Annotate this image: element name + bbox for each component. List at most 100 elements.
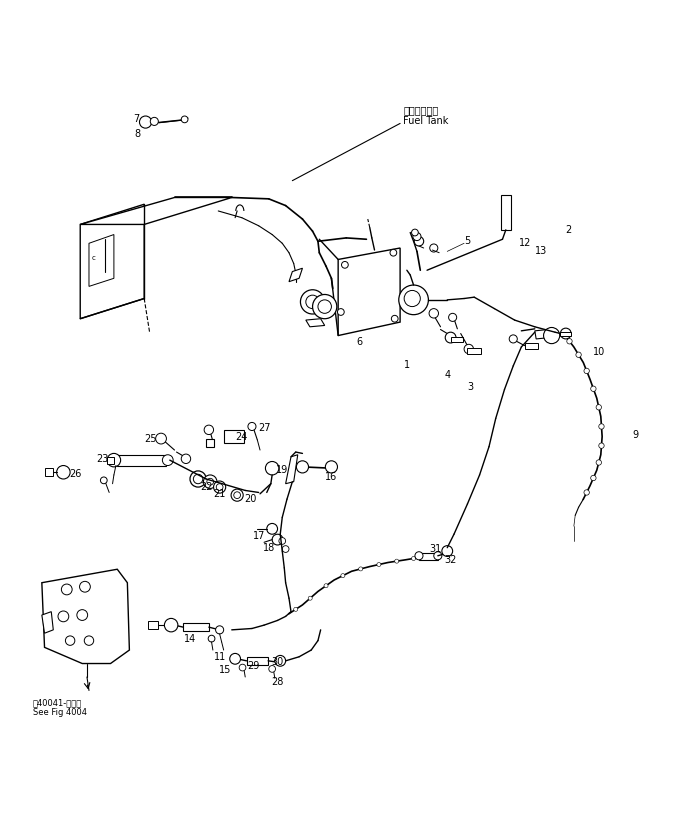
Text: 14: 14 bbox=[184, 634, 196, 643]
Bar bbox=[206, 439, 215, 447]
Text: Fuel Tank: Fuel Tank bbox=[403, 116, 449, 126]
Text: 8: 8 bbox=[134, 129, 141, 139]
Circle shape bbox=[390, 249, 397, 256]
Text: 29: 29 bbox=[247, 661, 259, 671]
Circle shape bbox=[359, 567, 363, 571]
Text: 15: 15 bbox=[219, 665, 232, 676]
Circle shape bbox=[230, 653, 240, 664]
Circle shape bbox=[84, 636, 94, 645]
Circle shape bbox=[248, 422, 256, 430]
Circle shape bbox=[300, 290, 325, 314]
Circle shape bbox=[79, 582, 90, 592]
Circle shape bbox=[324, 584, 328, 588]
Circle shape bbox=[150, 117, 158, 126]
Circle shape bbox=[267, 524, 278, 534]
Circle shape bbox=[449, 313, 457, 321]
Text: 2: 2 bbox=[566, 225, 572, 235]
Circle shape bbox=[434, 552, 442, 560]
Text: 20: 20 bbox=[244, 494, 257, 504]
Circle shape bbox=[312, 295, 337, 319]
Circle shape bbox=[139, 116, 151, 128]
Circle shape bbox=[544, 327, 559, 344]
Circle shape bbox=[265, 462, 279, 475]
Circle shape bbox=[599, 443, 604, 449]
Circle shape bbox=[567, 339, 572, 344]
Text: 18: 18 bbox=[263, 543, 275, 553]
Text: 11: 11 bbox=[213, 652, 225, 662]
Text: 30: 30 bbox=[272, 657, 284, 667]
Circle shape bbox=[560, 328, 571, 339]
Circle shape bbox=[337, 309, 344, 316]
Circle shape bbox=[596, 405, 602, 410]
Circle shape bbox=[207, 478, 214, 485]
Text: 4: 4 bbox=[444, 369, 450, 380]
Text: 25: 25 bbox=[145, 434, 157, 444]
Text: 22: 22 bbox=[200, 482, 213, 492]
Circle shape bbox=[56, 466, 70, 479]
Circle shape bbox=[342, 262, 348, 268]
Bar bbox=[117, 455, 166, 466]
Circle shape bbox=[341, 573, 345, 577]
Circle shape bbox=[596, 460, 602, 465]
Circle shape bbox=[77, 610, 88, 620]
Circle shape bbox=[181, 454, 191, 463]
Text: 9: 9 bbox=[633, 430, 639, 439]
Circle shape bbox=[231, 489, 243, 501]
Text: 21: 21 bbox=[213, 489, 226, 499]
Polygon shape bbox=[286, 455, 298, 484]
Text: c: c bbox=[92, 255, 96, 261]
Circle shape bbox=[414, 236, 424, 246]
Circle shape bbox=[325, 461, 337, 473]
Circle shape bbox=[181, 116, 188, 123]
Circle shape bbox=[442, 546, 453, 557]
Circle shape bbox=[429, 309, 439, 318]
Circle shape bbox=[294, 607, 298, 611]
Circle shape bbox=[279, 538, 286, 544]
Text: 28: 28 bbox=[272, 677, 284, 687]
Text: 1: 1 bbox=[404, 359, 410, 369]
Bar bbox=[223, 430, 244, 444]
Bar bbox=[246, 657, 268, 665]
Text: 13: 13 bbox=[536, 246, 548, 256]
Circle shape bbox=[308, 596, 312, 601]
Circle shape bbox=[430, 244, 438, 252]
Circle shape bbox=[413, 232, 421, 240]
Circle shape bbox=[411, 557, 416, 561]
Circle shape bbox=[107, 453, 121, 467]
Bar bbox=[183, 623, 209, 631]
Bar bbox=[419, 553, 438, 560]
Circle shape bbox=[61, 584, 72, 595]
Circle shape bbox=[282, 546, 289, 553]
Text: フェルタンク: フェルタンク bbox=[403, 105, 439, 115]
Polygon shape bbox=[42, 569, 130, 663]
Circle shape bbox=[204, 475, 217, 488]
Circle shape bbox=[509, 335, 517, 343]
Circle shape bbox=[208, 635, 215, 642]
Text: 16: 16 bbox=[325, 472, 337, 482]
Circle shape bbox=[576, 352, 581, 358]
Text: 31: 31 bbox=[429, 544, 441, 554]
Circle shape bbox=[190, 471, 206, 487]
Text: 12: 12 bbox=[519, 238, 531, 249]
Text: 27: 27 bbox=[258, 423, 270, 433]
Circle shape bbox=[58, 611, 69, 622]
Circle shape bbox=[194, 474, 203, 484]
Circle shape bbox=[65, 636, 75, 645]
Bar bbox=[501, 195, 511, 230]
Polygon shape bbox=[80, 197, 232, 225]
Circle shape bbox=[216, 626, 223, 634]
Text: 17: 17 bbox=[253, 530, 265, 540]
Circle shape bbox=[234, 491, 240, 499]
Circle shape bbox=[591, 386, 596, 392]
Text: 24: 24 bbox=[236, 431, 248, 442]
Circle shape bbox=[214, 481, 225, 493]
Bar bbox=[525, 343, 538, 349]
Polygon shape bbox=[289, 268, 302, 282]
Circle shape bbox=[464, 344, 473, 354]
Text: 図40041-）参照: 図40041-）参照 bbox=[33, 698, 82, 707]
Text: 6: 6 bbox=[356, 337, 363, 347]
Circle shape bbox=[591, 475, 596, 481]
Text: 3: 3 bbox=[468, 382, 474, 392]
Text: 32: 32 bbox=[445, 555, 457, 565]
Text: 23: 23 bbox=[96, 453, 109, 463]
